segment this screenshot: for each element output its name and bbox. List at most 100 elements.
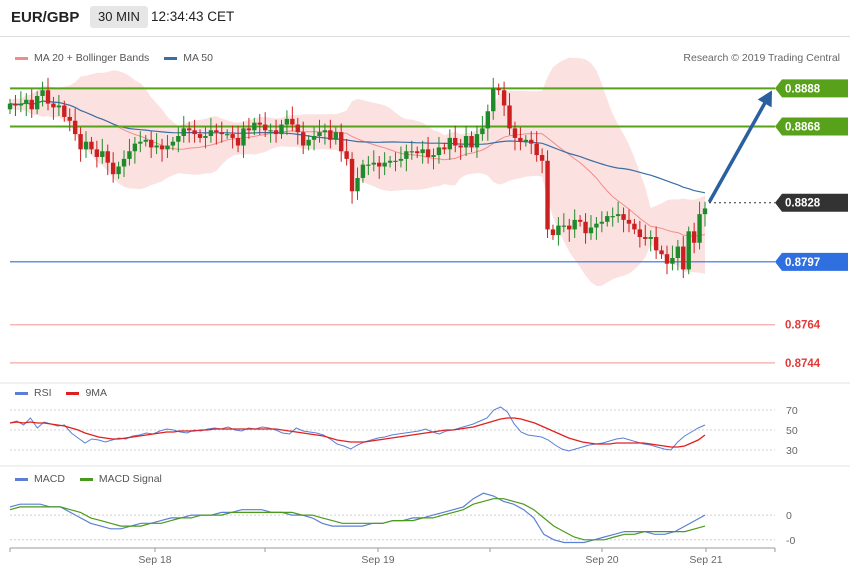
candle — [643, 224, 648, 246]
rsi-tick-label: 70 — [786, 405, 798, 417]
candle-body — [463, 136, 469, 148]
candle-body — [594, 223, 599, 228]
candle-body — [458, 145, 463, 148]
ma20-line — [9, 100, 706, 237]
candle-body — [480, 128, 485, 135]
candle — [577, 215, 583, 227]
macd-tick-label: -0 — [786, 535, 795, 547]
candle — [425, 136, 431, 164]
candle — [94, 140, 100, 168]
candle-body — [436, 147, 442, 156]
candle-body — [257, 122, 262, 125]
candle-body — [404, 151, 409, 159]
candle-body — [165, 145, 170, 150]
candle — [447, 129, 453, 160]
candle — [567, 218, 572, 242]
candle — [415, 146, 420, 158]
candle-body — [518, 137, 523, 142]
candle-body — [94, 149, 100, 157]
candle-body — [529, 139, 534, 144]
candle — [110, 152, 116, 183]
candle — [491, 77, 496, 120]
candle — [154, 133, 159, 155]
candle-body — [197, 134, 203, 138]
candle — [317, 119, 322, 143]
candle — [534, 131, 539, 162]
candle-body — [626, 219, 632, 224]
pair-title: EUR/GBP — [11, 9, 80, 26]
price-label-bg — [775, 79, 848, 98]
candle-body — [203, 136, 208, 138]
candle-body — [262, 124, 268, 131]
candle — [653, 226, 659, 259]
candle — [572, 209, 577, 238]
candle-body — [252, 122, 257, 131]
timeframe-button[interactable]: 30 MIN — [90, 6, 148, 28]
candle — [116, 161, 121, 179]
price-label-bg — [775, 117, 848, 136]
price-label-text: 0.8888 — [785, 83, 821, 95]
candle — [24, 93, 29, 116]
candle — [588, 215, 594, 240]
candle-body — [349, 158, 355, 192]
candle — [539, 148, 545, 174]
candle-body — [561, 225, 567, 227]
candle — [458, 138, 463, 160]
candle — [615, 201, 621, 223]
candle — [301, 121, 306, 155]
candle-body — [653, 237, 659, 251]
candle — [295, 117, 300, 145]
candle — [382, 152, 387, 176]
candle-body — [24, 99, 29, 104]
x-tick-label: Sep 21 — [689, 554, 722, 566]
candle — [186, 121, 192, 143]
candle-body — [545, 160, 550, 230]
candle-body — [675, 246, 681, 258]
candle-body — [311, 136, 317, 140]
price-label-0.8888: 0.8888 — [775, 79, 848, 98]
ma50-line — [9, 100, 706, 194]
candle-body — [577, 219, 583, 222]
candle-body — [67, 116, 72, 121]
candle-body — [89, 141, 94, 150]
candle — [181, 115, 186, 143]
candle-body — [621, 214, 626, 220]
candle-body — [40, 90, 45, 96]
candle-body — [138, 141, 143, 144]
candle — [366, 156, 371, 176]
candle-body — [425, 149, 431, 157]
candle — [333, 127, 338, 145]
candle — [62, 100, 67, 122]
candle-body — [116, 166, 121, 175]
candle-body — [599, 221, 605, 224]
candle — [328, 119, 333, 149]
candle — [290, 106, 295, 132]
candle — [72, 108, 78, 141]
candle-body — [469, 136, 474, 148]
candle — [387, 156, 393, 168]
candle-body — [241, 128, 246, 146]
candle — [463, 125, 469, 157]
candle-body — [34, 95, 40, 110]
candle — [29, 89, 34, 118]
macd-swatch — [15, 477, 28, 481]
candle — [268, 123, 273, 143]
candle — [197, 129, 203, 143]
candle — [344, 138, 349, 166]
candle — [632, 218, 637, 235]
candle — [235, 125, 241, 153]
rsi-ma-legend-label: 9MA — [85, 387, 108, 399]
candle — [583, 213, 588, 244]
candle — [621, 207, 626, 233]
candle — [398, 146, 404, 168]
candle-body — [420, 149, 425, 154]
candle — [148, 131, 154, 158]
candle — [681, 236, 686, 279]
candle-body — [7, 103, 13, 110]
candle-body — [491, 88, 496, 112]
candle-body — [610, 216, 615, 218]
candle-body — [333, 132, 338, 140]
candle — [480, 115, 485, 141]
candle-body — [637, 229, 643, 238]
